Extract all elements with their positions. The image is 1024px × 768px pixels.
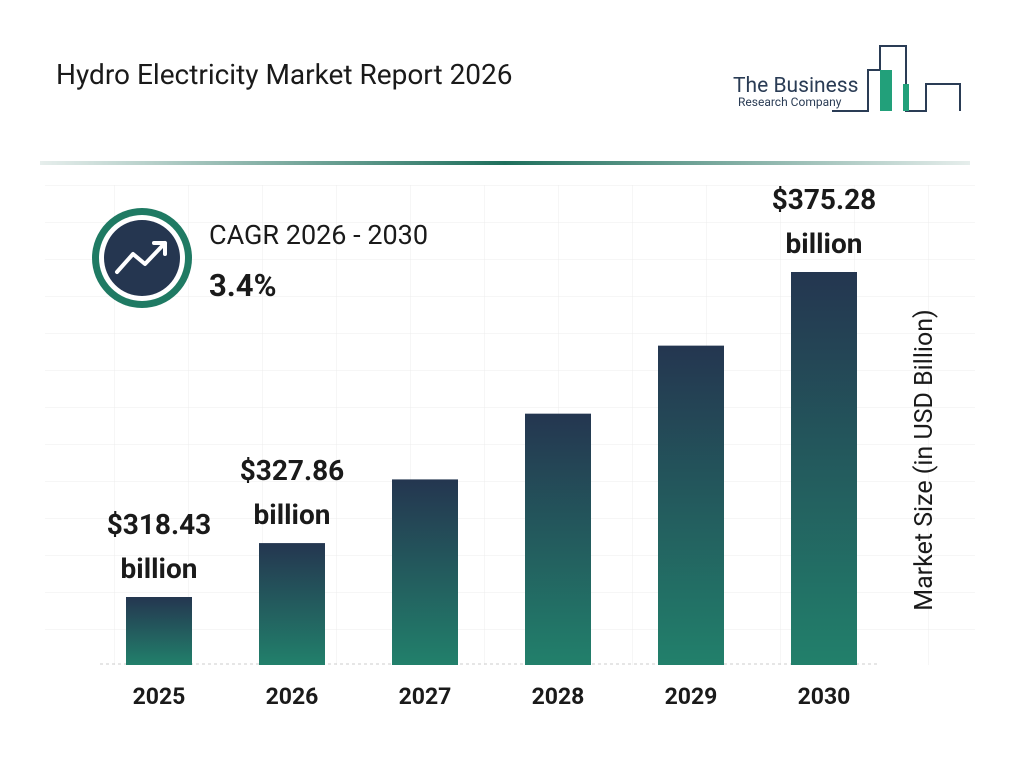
x-tick-label: 2026 (266, 683, 319, 710)
logo: The Business Research Company (733, 45, 961, 112)
bar (791, 272, 857, 665)
bar (392, 479, 458, 665)
x-tick-label: 2025 (133, 683, 186, 710)
chart-title: Hydro Electricity Market Report 2026 (56, 58, 513, 91)
x-tick-label: 2030 (798, 683, 851, 710)
value-label: $375.28 billion (771, 183, 877, 260)
cagr-value: 3.4% (209, 267, 276, 304)
separator (40, 161, 970, 165)
cagr-icon (92, 208, 192, 308)
y-axis-label: Market Size (in USD Billion) (910, 309, 939, 611)
value-label: $327.86 billion (239, 454, 345, 532)
x-tick-label: 2029 (665, 683, 718, 710)
bar (525, 413, 591, 665)
bar (658, 345, 724, 665)
logo-line1: The Business (733, 74, 858, 98)
bar (259, 543, 325, 665)
value-label: $318.43 billion (106, 508, 212, 585)
logo-line2: Research Company (738, 95, 842, 109)
bar (126, 597, 192, 665)
cagr-label: CAGR 2026 - 2030 (209, 219, 428, 251)
x-tick-label: 2027 (399, 683, 452, 710)
x-tick-label: 2028 (532, 683, 585, 710)
